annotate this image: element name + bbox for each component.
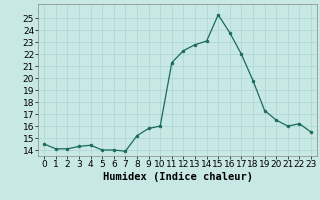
- X-axis label: Humidex (Indice chaleur): Humidex (Indice chaleur): [103, 172, 252, 182]
